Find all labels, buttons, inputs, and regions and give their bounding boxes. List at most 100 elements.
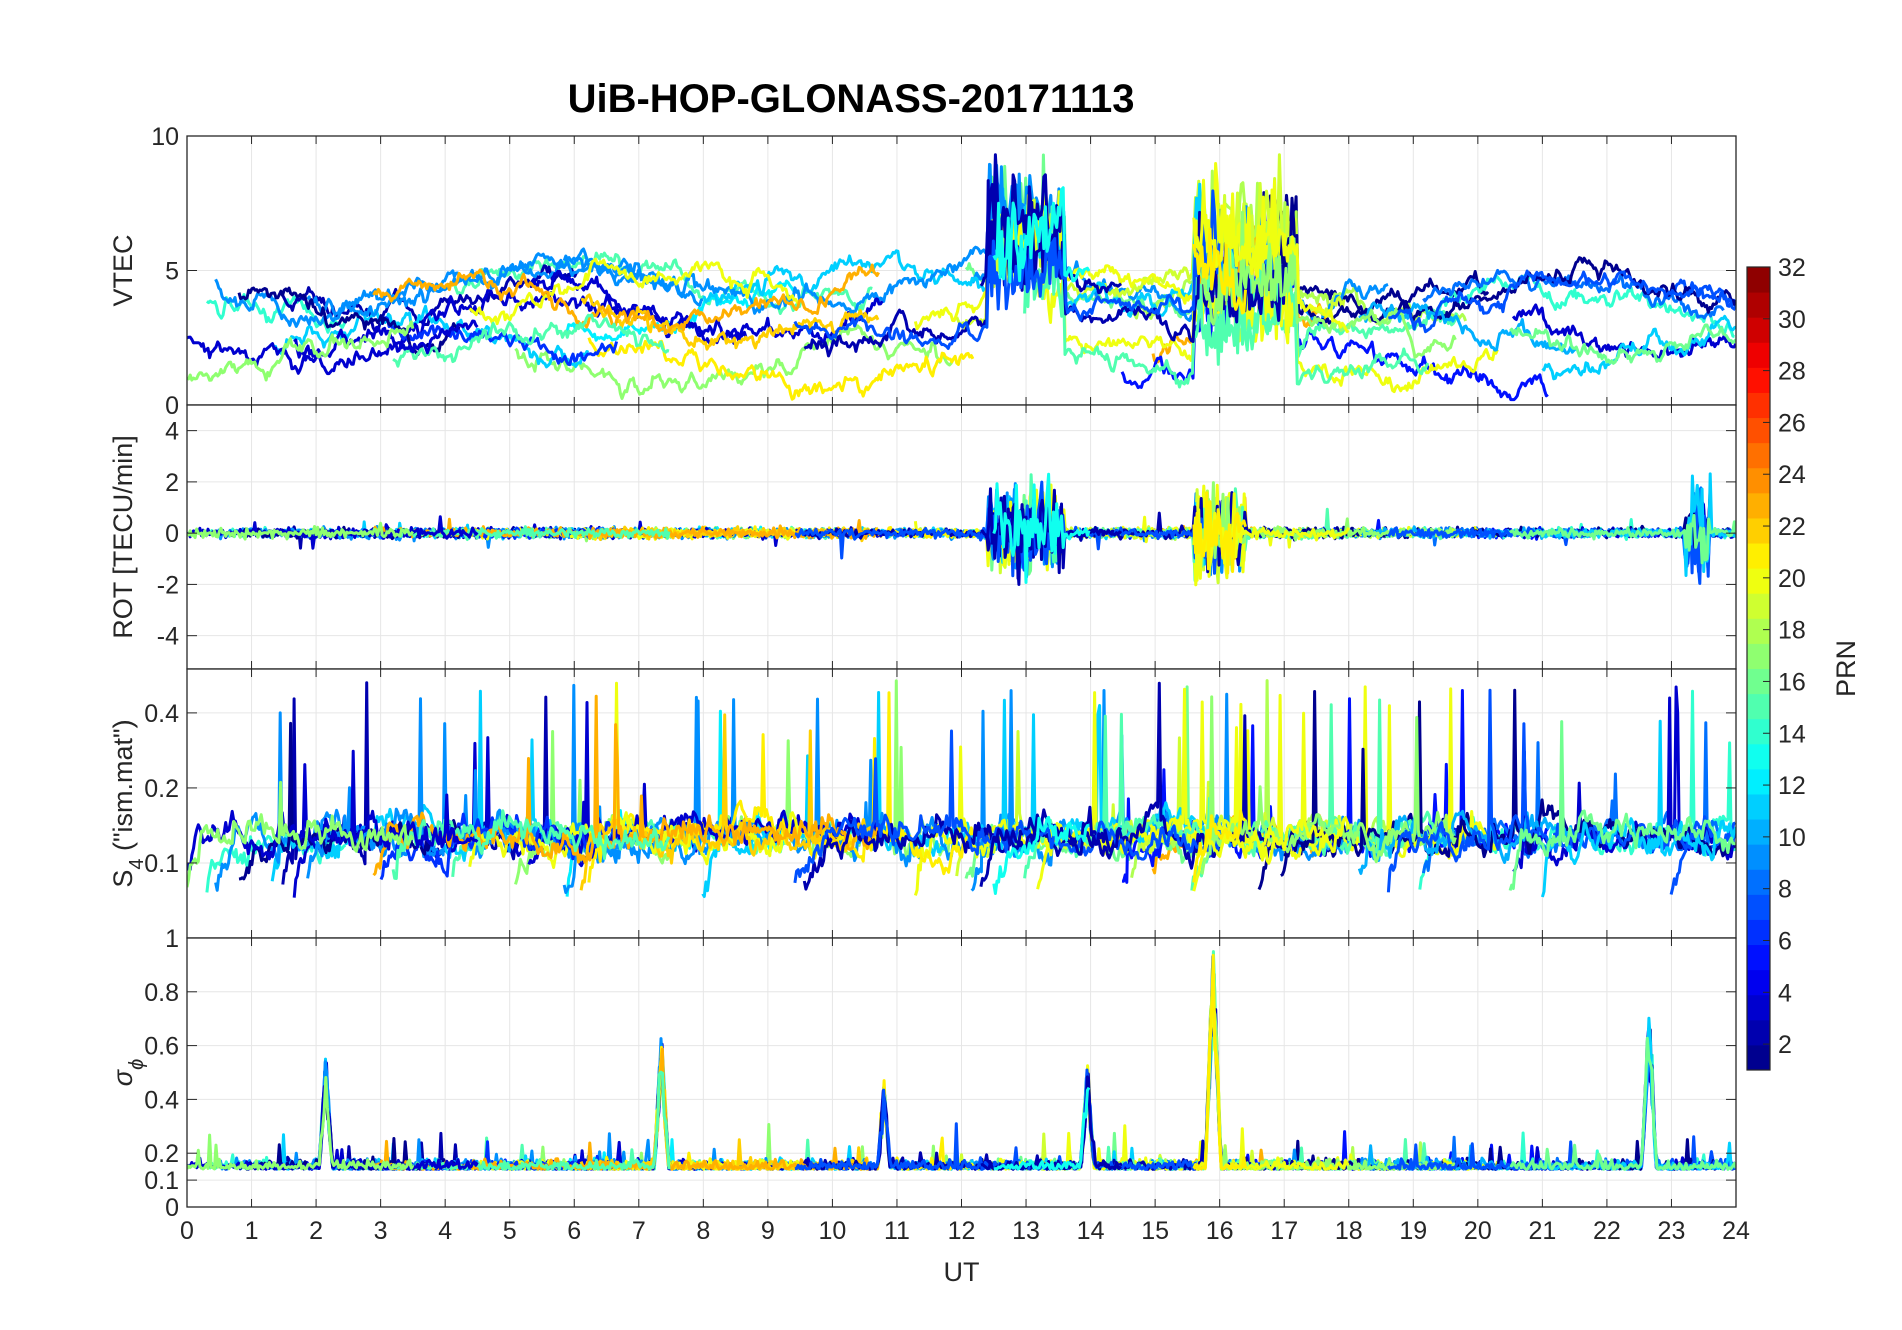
panel-rot: -4 -2 0 2 4 ROT [TECU/min]: [108, 404, 1737, 670]
prn-series-line: [580, 293, 880, 351]
colorbar-segment: [1747, 643, 1770, 669]
prn-series-line: [992, 816, 1090, 895]
prn-series-line: [1120, 245, 1549, 402]
colorbar-segment: [1747, 442, 1770, 469]
colorbar-segment: [1747, 1044, 1770, 1071]
panel-vtec: 0 5 10 VTEC: [108, 123, 1737, 420]
prn-series-line: [993, 1086, 1091, 1171]
prn-series-line: [1192, 711, 1351, 892]
y-tick-label: 0.1: [144, 1167, 179, 1195]
x-tick-label: 13: [1012, 1217, 1040, 1245]
x-tick-label: 12: [948, 1217, 976, 1245]
x-tick-label: 22: [1593, 1217, 1621, 1245]
x-tick-label: 24: [1722, 1217, 1750, 1245]
prn-series-line: [1192, 953, 1247, 1171]
y-tick-label: -4: [157, 623, 179, 651]
prn-series-line: [527, 269, 884, 345]
colorbar-segment: [1747, 367, 1770, 393]
colorbar-segment: [1747, 768, 1770, 795]
y-tick-label: 0.4: [144, 1086, 179, 1114]
prn-series-line: [392, 525, 671, 541]
x-tick-label: 10: [819, 1217, 847, 1245]
colorbar-segment: [1747, 743, 1770, 770]
colorbar-segment: [1747, 392, 1770, 419]
prn-series-line: [1541, 314, 1736, 381]
colorbar-tick-label: 30: [1778, 306, 1806, 334]
colorbar-tick-label: 28: [1778, 358, 1806, 386]
prn-series-line: [468, 257, 801, 326]
colorbar-segment: [1747, 869, 1770, 895]
colorbar-label: PRN: [1831, 640, 1861, 697]
prn-series-line: [992, 472, 1091, 584]
y-axis-label: σϕ: [108, 1059, 148, 1086]
colorbar-tick-label: 12: [1778, 772, 1806, 800]
prn-series-line: [187, 521, 415, 541]
prn-series-line: [1508, 720, 1736, 891]
x-tick-label: 11: [884, 1217, 910, 1245]
colorbar-segment: [1747, 693, 1770, 720]
x-axis-label: UT: [944, 1257, 980, 1287]
y-tick-label: 5: [165, 258, 179, 286]
x-tick-label: 21: [1528, 1217, 1556, 1245]
x-tick-label: 16: [1206, 1217, 1234, 1245]
colorbar-segment: [1747, 844, 1770, 870]
colorbar-segment: [1747, 894, 1770, 920]
colorbar-segment: [1747, 1019, 1770, 1046]
colorbar-tick-label: 4: [1778, 979, 1792, 1007]
colorbar-tick-label: 20: [1778, 565, 1806, 593]
colorbar-segment: [1747, 317, 1770, 343]
colorbar-tick-label: 14: [1778, 720, 1806, 748]
colorbar-segment: [1747, 994, 1770, 1021]
prn-series-line: [1192, 491, 1247, 575]
colorbar-segment: [1747, 267, 1770, 293]
y-tick-label: 0.4: [144, 700, 179, 728]
y-tick-label: 0.8: [144, 979, 179, 1007]
x-tick-label: 5: [503, 1217, 517, 1245]
prn-series-line: [1512, 685, 1736, 873]
prn-series-line: [1509, 1036, 1736, 1171]
colorbar-segment: [1747, 793, 1770, 820]
prn-series-line: [1357, 809, 1577, 875]
y-tick-label: 0.2: [144, 775, 179, 803]
prn-series-line: [1192, 809, 1247, 883]
prn-series-line: [187, 1076, 415, 1171]
x-tick-label: 1: [245, 1217, 259, 1245]
colorbar-segment: [1747, 568, 1770, 594]
prn-series-line: [391, 809, 671, 880]
prn-series-line: [1509, 513, 1736, 565]
prn-series-line: [979, 153, 1123, 295]
y-tick-label: 0: [165, 1194, 179, 1222]
panel-sigma_phi: 00.10.2 0.4 0.6 0.8 1 σϕ: [108, 925, 1737, 1222]
x-tick-label: 14: [1077, 1217, 1105, 1245]
colorbar-segment: [1747, 492, 1770, 519]
prn-series-line: [1540, 719, 1736, 898]
colorbar-tick-label: 8: [1778, 876, 1792, 904]
x-tick-label: 6: [567, 1217, 581, 1245]
prn-series-line: [187, 780, 415, 888]
colorbar-segment: [1747, 969, 1770, 996]
colorbar-segment: [1747, 718, 1770, 745]
prn-series-line: [1200, 210, 1457, 359]
prn-series-line: [1192, 227, 1247, 315]
panel-s4: 0.1 0.2 0.4S4 ("ism.mat"): [108, 668, 1737, 939]
colorbar-segment: [1747, 292, 1770, 318]
prn-series-line: [1386, 688, 1736, 893]
series-group: [187, 950, 1736, 1171]
colorbar-segment: [1747, 517, 1770, 544]
y-tick-label: 0: [165, 392, 179, 420]
series-group: [187, 679, 1736, 898]
x-tick-label: 7: [632, 1217, 646, 1245]
x-tick-label: 19: [1399, 1217, 1427, 1245]
series-group: [187, 153, 1736, 402]
prn-series-line: [379, 316, 619, 367]
x-axis: 0 1 2 3 4 5 6 7 8 9 10 11 12 13 14 15 16 17 18 19 20 21 22 23 24…: [180, 1217, 1750, 1287]
prn-series-line: [1670, 278, 1736, 309]
prn-series-line: [793, 729, 1221, 884]
colorbar-segment: [1747, 919, 1770, 946]
prn-series-line: [793, 189, 1221, 350]
y-tick-label: 2: [165, 469, 179, 497]
prn-series-line: [1419, 274, 1735, 338]
y-tick-label: 4: [165, 418, 179, 446]
y-tick-label: -2: [157, 571, 179, 599]
